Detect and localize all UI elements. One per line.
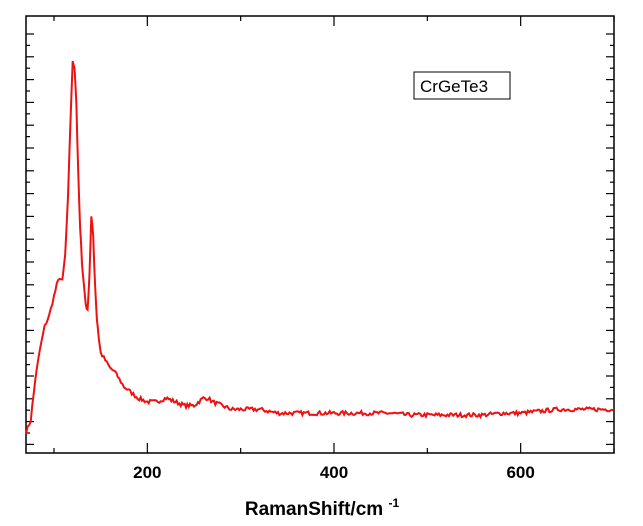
x-tick-label: 200: [133, 463, 161, 482]
x-tick-label: 600: [506, 463, 534, 482]
x-tick-label: 400: [320, 463, 348, 482]
x-axis-title: RamanShift/cm -1: [245, 496, 400, 520]
legend-border: [413, 71, 511, 100]
legend-box: CrGeTe3: [413, 71, 511, 100]
x-axis-title-superscript: -1: [388, 496, 399, 510]
series-line-crgete3: [25, 60, 615, 435]
x-axis-title-text: RamanShift/cm: [245, 499, 383, 520]
plot-frame: [25, 15, 615, 454]
x-tick-labels: 200 400 600: [133, 463, 535, 482]
axis-ticks: [26, 16, 615, 453]
legend-label: CrGeTe3: [420, 77, 488, 96]
